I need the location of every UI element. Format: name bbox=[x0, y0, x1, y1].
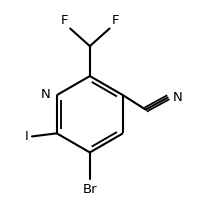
Text: F: F bbox=[61, 14, 68, 27]
Text: Br: Br bbox=[82, 183, 97, 196]
Text: N: N bbox=[40, 88, 50, 101]
Text: I: I bbox=[25, 130, 29, 143]
Text: F: F bbox=[112, 14, 119, 27]
Text: N: N bbox=[173, 91, 183, 104]
